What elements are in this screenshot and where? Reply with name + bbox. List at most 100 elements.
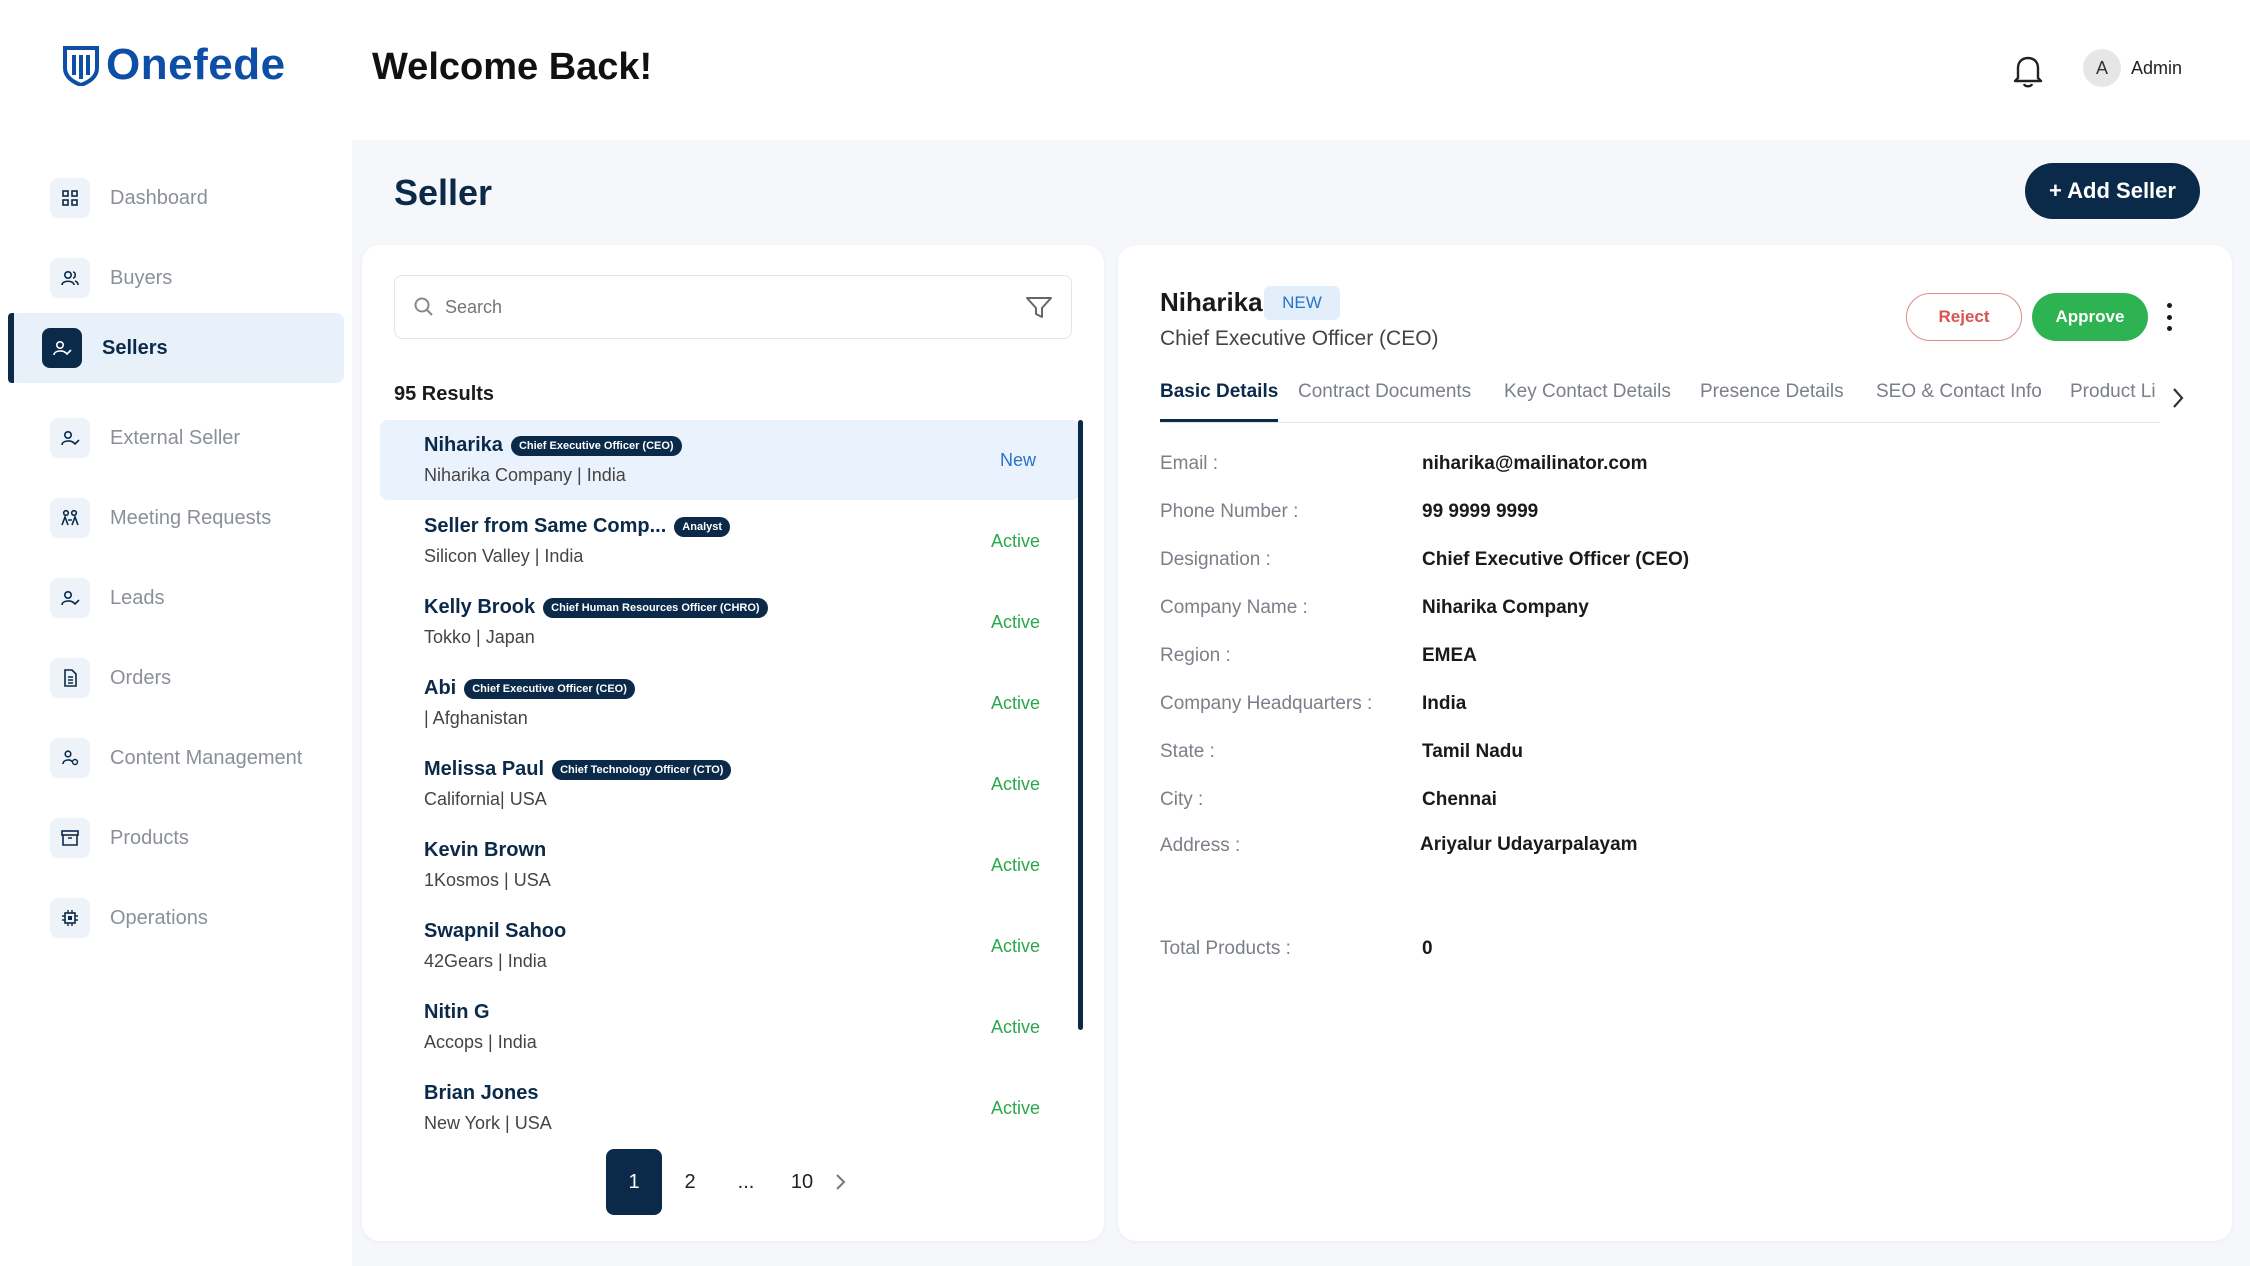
field-value: 99 9999 9999 xyxy=(1422,501,1539,522)
reject-button[interactable]: Reject xyxy=(1906,293,2022,341)
list-item[interactable]: Swapnil Sahoo 42Gears | India Active xyxy=(380,906,1080,986)
seller-location: Silicon Valley | India xyxy=(424,546,584,566)
seller-list-panel: 95 Results Niharika Chief Executive Offic… xyxy=(362,245,1104,1241)
sidebar-item-buyers[interactable]: Buyers xyxy=(10,243,344,313)
tab-key-contact-details[interactable]: Key Contact Details xyxy=(1504,381,1671,402)
notification-bell-icon[interactable] xyxy=(2008,50,2048,90)
grid-icon xyxy=(50,178,90,218)
list-item[interactable]: Abi Chief Executive Officer (CEO) | Afgha… xyxy=(380,663,1080,743)
list-item[interactable]: Seller from Same Comp... Analyst Silicon … xyxy=(380,501,1080,581)
field-value: Ariyalur Udayarpalayam xyxy=(1420,834,1638,855)
sidebar-item-label: Dashboard xyxy=(110,186,208,209)
sidebar-item-orders[interactable]: Orders xyxy=(10,643,344,713)
sidebar-item-sellers[interactable]: Sellers xyxy=(8,313,344,383)
chevron-right-icon[interactable] xyxy=(2168,385,2188,411)
field-label: Designation : xyxy=(1160,549,1271,570)
field-label: Email : xyxy=(1160,453,1219,474)
seller-location: 1Kosmos | USA xyxy=(424,870,551,890)
seller-location: | Afghanistan xyxy=(424,708,528,728)
user-name[interactable]: Admin xyxy=(2131,58,2183,78)
tab-seo-contact-info[interactable]: SEO & Contact Info xyxy=(1876,381,2042,402)
page-button-2[interactable]: 2 xyxy=(684,1170,696,1193)
field-label: Company Name : xyxy=(1160,597,1308,618)
role-badge: Chief Executive Officer (CEO) xyxy=(464,678,635,699)
chevron-right-icon[interactable] xyxy=(830,1172,850,1192)
users-icon xyxy=(50,258,90,298)
seller-location: Niharika Company | India xyxy=(424,465,626,485)
detail-seller-title: Chief Executive Officer (CEO) xyxy=(1160,327,1439,350)
sidebar-item-label: External Seller xyxy=(110,426,241,449)
status-badge: Active xyxy=(990,1017,1040,1037)
sidebar-item-label: Operations xyxy=(110,906,208,929)
field-value: niharika@mailinator.com xyxy=(1422,453,1648,474)
welcome-heading: Welcome Back! xyxy=(372,46,653,88)
tab-basic-details[interactable]: Basic Details xyxy=(1160,381,1279,422)
sidebar-item-dashboard[interactable]: Dashboard xyxy=(10,163,344,233)
field-value: EMEA xyxy=(1422,645,1477,666)
search-input[interactable] xyxy=(445,296,1005,318)
sidebar-item-products[interactable]: Products xyxy=(10,803,344,873)
role-badge: Chief Human Resources Officer (CHRO) xyxy=(543,597,768,618)
field-label: City : xyxy=(1160,789,1204,810)
seller-name: Swapnil Sahoo xyxy=(424,920,567,942)
page-button-1[interactable]: 1 xyxy=(606,1149,662,1215)
sidebar-item-meeting-requests[interactable]: Meeting Requests xyxy=(10,483,344,553)
filter-icon[interactable] xyxy=(1025,295,1053,321)
field-label: State : xyxy=(1160,741,1215,762)
tab-presence-details[interactable]: Presence Details xyxy=(1700,381,1844,402)
seller-location: Accops | India xyxy=(424,1032,537,1052)
seller-detail-panel: Niharika NEW Chief Executive Officer (CE… xyxy=(1118,245,2232,1241)
chip-icon xyxy=(50,898,90,938)
sidebar-item-label: Orders xyxy=(110,666,172,689)
tab-contract-documents[interactable]: Contract Documents xyxy=(1298,381,1472,402)
page-title: Seller xyxy=(394,172,493,213)
seller-name: Melissa Paul xyxy=(424,758,545,780)
approve-button[interactable]: Approve xyxy=(2032,293,2148,341)
field-value: Niharika Company xyxy=(1422,597,1589,618)
user-check-icon xyxy=(42,328,82,368)
list-item[interactable]: Melissa Paul Chief Technology Officer (CT… xyxy=(380,744,1080,824)
list-item[interactable]: Kevin Brown 1Kosmos | USA Active xyxy=(380,825,1080,905)
app-logo[interactable]: Onefede xyxy=(62,40,286,90)
logo-icon xyxy=(63,46,99,86)
sidebar-item-content-management[interactable]: Content Management xyxy=(10,723,344,793)
total-products-label: Total Products : xyxy=(1160,938,1291,959)
sidebar-item-label: Products xyxy=(110,826,189,849)
detail-seller-name: Niharika xyxy=(1160,287,1263,317)
field-value: Chief Executive Officer (CEO) xyxy=(1422,549,1690,570)
total-products-value: 0 xyxy=(1422,938,1433,959)
more-options-icon[interactable] xyxy=(2162,301,2176,333)
field-label: Address : xyxy=(1160,835,1241,856)
list-item[interactable]: Brian Jones New York | USA Active xyxy=(380,1068,1080,1148)
seller-name: Seller from Same Comp... xyxy=(424,515,667,537)
page-button-10[interactable]: 10 xyxy=(790,1170,814,1193)
avatar[interactable]: A xyxy=(2083,49,2121,87)
page-ellipsis: ... xyxy=(737,1170,755,1193)
list-scrollbar[interactable] xyxy=(1078,420,1083,1030)
list-item[interactable]: Nitin G Accops | India Active xyxy=(380,987,1080,1067)
field-value: Chennai xyxy=(1422,789,1497,810)
search-icon xyxy=(414,297,433,316)
content-icon xyxy=(50,738,90,778)
role-badge: Analyst xyxy=(674,516,731,537)
field-value: Tamil Nadu xyxy=(1422,741,1523,762)
list-item[interactable]: Niharika Chief Executive Officer (CEO) Ni… xyxy=(380,420,1080,500)
seller-name: Niharika xyxy=(424,434,503,456)
list-item[interactable]: Kelly Brook Chief Human Resources Officer… xyxy=(380,582,1080,662)
user-check-icon xyxy=(50,418,90,458)
field-value: India xyxy=(1422,693,1467,714)
search-box[interactable] xyxy=(394,275,1072,339)
seller-location: California| USA xyxy=(424,789,547,809)
status-badge: NEW xyxy=(1264,286,1340,320)
sidebar-item-leads[interactable]: Leads xyxy=(10,563,344,633)
field-label: Company Headquarters : xyxy=(1160,693,1373,714)
document-icon xyxy=(50,658,90,698)
tab-product-list[interactable]: Product Li xyxy=(2070,381,2156,402)
sidebar-item-operations[interactable]: Operations xyxy=(10,883,344,953)
role-badge: Chief Executive Officer (CEO) xyxy=(510,435,682,456)
add-seller-button[interactable]: + Add Seller xyxy=(2025,163,2200,219)
sidebar-item-external-seller[interactable]: External Seller xyxy=(10,403,344,473)
logo-text: Onefede xyxy=(106,40,286,89)
sidebar-item-label: Leads xyxy=(110,586,165,609)
sidebar-item-label: Meeting Requests xyxy=(110,506,272,529)
